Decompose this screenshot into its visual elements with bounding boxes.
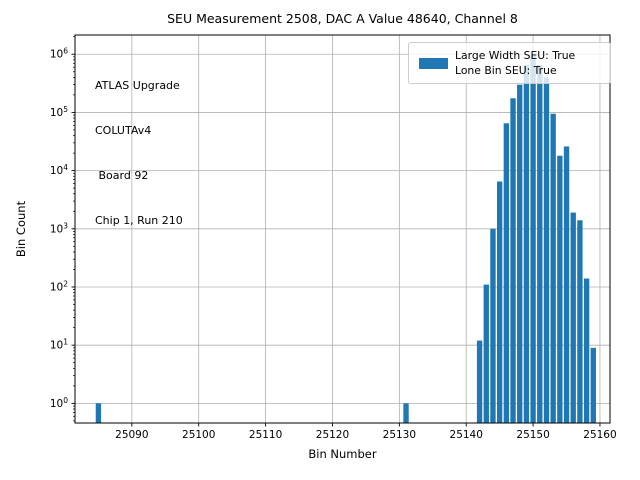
annotation-line: Board 92 [95, 169, 149, 182]
histogram-bar [403, 403, 409, 423]
histogram-bar [550, 113, 556, 423]
histogram-bar [563, 146, 570, 423]
y-tick-label: 101 [50, 338, 68, 352]
histogram-bar [503, 123, 510, 423]
x-tick-label: 25110 [249, 429, 282, 441]
x-tick-label: 25160 [583, 429, 616, 441]
histogram-bar [523, 65, 530, 424]
histogram-bar [95, 403, 102, 423]
histogram-bar [557, 155, 563, 423]
y-tick-label: 105 [50, 105, 68, 119]
histogram-bar [577, 220, 583, 423]
x-tick-label: 25140 [450, 429, 483, 441]
legend-swatch [419, 57, 448, 69]
chart-title: SEU Measurement 2508, DAC A Value 48640,… [167, 11, 518, 26]
histogram-bar [510, 98, 516, 423]
x-tick-label: 25090 [115, 429, 148, 441]
x-tick-label: 25100 [182, 429, 215, 441]
annotation-line: COLUTAv4 [95, 124, 152, 137]
legend-label-line2: Lone Bin SEU: True [455, 64, 557, 77]
annotation-line: Chip 1, Run 210 [95, 214, 183, 227]
histogram-bar [583, 278, 590, 423]
y-tick-label: 106 [50, 47, 68, 61]
histogram-bar [537, 65, 543, 424]
x-tick-label: 25150 [516, 429, 549, 441]
histogram-bar [483, 284, 489, 423]
histogram-bar [490, 228, 496, 423]
legend-labels: Large Width SEU: True Lone Bin SEU: True [455, 48, 575, 78]
x-axis-label: Bin Number [308, 447, 377, 461]
x-tick-label: 25130 [383, 429, 416, 441]
histogram-bar [496, 181, 503, 423]
histogram-bar [570, 212, 576, 423]
y-tick-label: 102 [50, 279, 68, 293]
y-axis-label: Bin Count [14, 200, 28, 258]
x-tick-label: 25120 [316, 429, 349, 441]
y-tick-label: 100 [50, 396, 68, 410]
annotation-line: ATLAS Upgrade [95, 79, 180, 92]
y-tick-label: 104 [50, 163, 68, 177]
legend: Large Width SEU: True Lone Bin SEU: True [408, 42, 611, 84]
histogram-bar [517, 84, 523, 423]
histogram-bar [476, 340, 483, 423]
annotation-block: ATLAS Upgrade COLUTAv4 Board 92 Chip 1, … [95, 48, 183, 258]
y-tick-label: 103 [50, 221, 68, 235]
histogram-bar [530, 55, 536, 423]
legend-label-line1: Large Width SEU: True [455, 49, 576, 62]
histogram-bar [590, 347, 596, 423]
histogram-bar [543, 77, 550, 423]
